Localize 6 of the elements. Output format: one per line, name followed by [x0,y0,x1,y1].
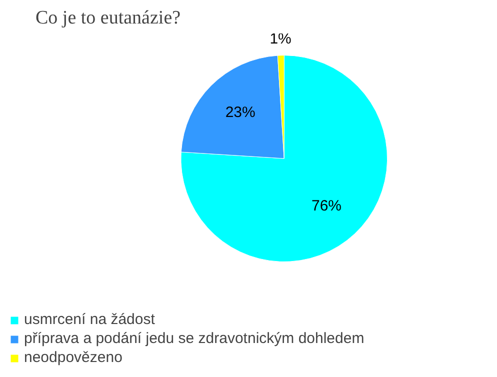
legend-label: usmrcení na žádost [24,311,155,328]
legend-label: neodpovězeno [24,349,122,366]
data-label: 76% [311,198,342,215]
chart-title: Co je to eutanázie? [36,8,181,28]
legend-label: příprava a podání jedu se zdravotnickým dohledem [24,330,364,347]
data-label: 23% [225,104,256,121]
